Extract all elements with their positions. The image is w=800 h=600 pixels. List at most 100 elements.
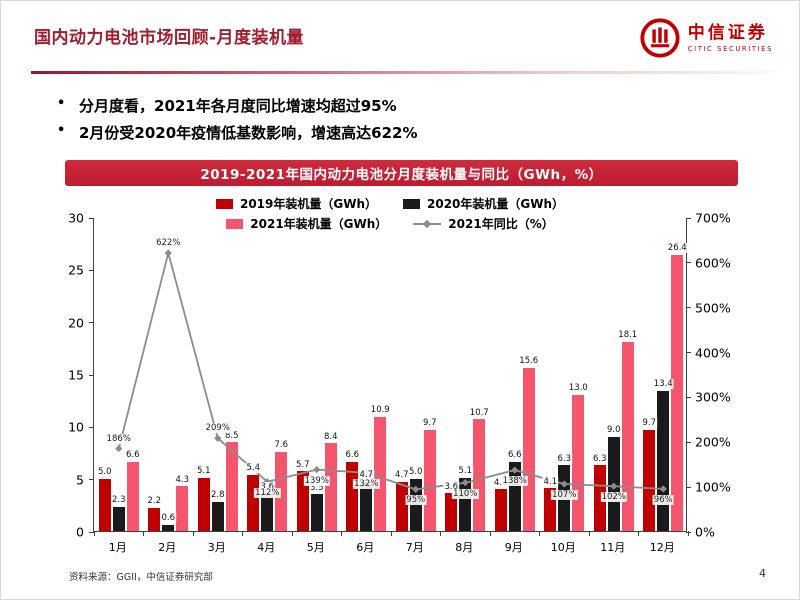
y-right-tick-700: 700% (695, 210, 731, 226)
bar-label-y2021-m6: 10.9 (369, 405, 391, 416)
y-right-tick-200: 200% (695, 434, 731, 450)
bar-label-y2021-m1: 6.6 (124, 450, 141, 461)
bar-y2021-m9 (522, 367, 535, 531)
bar-label-y2021-m2: 4.3 (174, 474, 191, 485)
bar-label-y2020-m12: 13.4 (652, 379, 674, 390)
bar-label-y2020-m4: 3.6 (259, 481, 276, 492)
bar-label-y2021-m5: 8.4 (322, 431, 339, 442)
bar-label-y2019-m6: 6.6 (344, 450, 361, 461)
y-right-tickmark (686, 396, 691, 398)
bar-y2021-m5 (324, 443, 337, 531)
legend-item-2021: 2021年装机量（GWh） (226, 215, 387, 232)
x-label-m4: 4月 (257, 541, 276, 554)
legend-label-2020: 2020年装机量（GWh） (427, 197, 565, 211)
x-tick (341, 531, 342, 536)
citic-logo-icon (640, 18, 680, 58)
legend-swatch-2021-icon (226, 218, 244, 229)
y-right-tick-400: 400% (695, 345, 731, 361)
bar-y2021-m12 (671, 254, 684, 531)
y-left-tickmark (89, 322, 94, 324)
legend-label-yoy: 2021年同比（%） (448, 217, 554, 231)
bullet-item: • 2月份受2020年疫情低基数影响，增速高达622% (57, 122, 418, 143)
bar-y2020-m5 (310, 494, 323, 531)
x-label-m3: 3月 (207, 541, 226, 554)
bar-y2019-m7 (395, 481, 408, 531)
bar-y2019-m8 (445, 493, 458, 531)
bullet-list: • 分月度看，2021年各月度同比增速均超过95% • 2月份受2020年疫情低… (57, 95, 418, 149)
y-left-tickmark (89, 374, 94, 376)
y-left-tick-20: 20 (68, 315, 84, 331)
bar-y2021-m1 (126, 461, 139, 531)
bar-label-y2019-m7: 4.7 (393, 470, 410, 481)
y-left-tickmark (89, 269, 94, 271)
x-tick (440, 531, 441, 536)
chart-legend: 2019年装机量（GWh） 2020年装机量（GWh） 2021年装机量（GWh… (93, 195, 687, 232)
x-tick (390, 531, 392, 536)
page-number: 4 (759, 567, 766, 580)
y-left-tickmark (89, 531, 94, 533)
legend-row: 2021年装机量（GWh） 2021年同比（%） (226, 215, 554, 232)
logo-text: 中信证券 CITIC SECURITIES (688, 23, 773, 52)
bar-label-y2019-m10: 4.1 (542, 476, 559, 487)
x-label-m7: 7月 (405, 541, 424, 554)
bar-label-y2020-m9: 6.6 (506, 450, 523, 461)
yoy-label-m3: 209% (204, 423, 231, 434)
bar-label-y2019-m1: 5.0 (96, 467, 113, 478)
yoy-label-m8: 110% (452, 488, 479, 499)
y-right-tick-500: 500% (695, 300, 731, 316)
bar-label-y2021-m7: 9.7 (421, 417, 438, 428)
bar-label-y2019-m8: 3.6 (443, 481, 460, 492)
x-tick (143, 531, 144, 536)
bullet-marker: • (57, 123, 66, 138)
bullet-item: • 分月度看，2021年各月度同比增速均超过95% (57, 95, 418, 116)
bar-label-y2019-m3: 5.1 (195, 466, 212, 477)
x-label-m1: 1月 (108, 541, 127, 554)
bar-y2021-m7 (423, 429, 436, 531)
bar-y2019-m1 (98, 478, 111, 531)
legend-label-2021: 2021年装机量（GWh） (250, 217, 388, 231)
bar-label-y2020-m1: 2.3 (110, 495, 127, 506)
legend-item-2020: 2020年装机量（GWh） (403, 195, 564, 212)
bar-y2020-m6 (360, 481, 373, 531)
bullet-text-1: 分月度看，2021年各月度同比增速均超过95% (79, 97, 397, 115)
legend-label-2019: 2019年装机量（GWh） (239, 197, 377, 211)
x-label-m8: 8月 (455, 541, 474, 554)
bar-label-y2021-m9: 15.6 (518, 356, 540, 367)
bar-y2020-m3 (211, 501, 224, 531)
x-label-m10: 10月 (550, 541, 576, 554)
yoy-line (115, 249, 667, 493)
bar-label-y2020-m3: 2.8 (209, 490, 226, 501)
bar-label-y2020-m8: 5.1 (457, 466, 474, 477)
bar-y2019-m12 (643, 429, 656, 531)
bar-y2021-m4 (275, 451, 288, 531)
bar-y2021-m6 (374, 416, 387, 531)
bullet-marker: • (57, 96, 66, 111)
bar-label-y2020-m10: 6.3 (556, 453, 573, 464)
bar-y2021-m2 (176, 486, 189, 531)
y-right-tick-100: 100% (695, 479, 731, 495)
bar-label-y2021-m12: 26.4 (666, 243, 688, 254)
y-left-tick-0: 0 (76, 524, 84, 540)
bar-label-y2020-m6: 4.7 (358, 470, 375, 481)
x-tick (93, 531, 95, 536)
x-tick (489, 531, 491, 536)
bar-label-y2019-m11: 6.3 (591, 453, 608, 464)
bar-label-y2019-m5: 5.7 (294, 459, 311, 470)
logo-name: 中信证券 (687, 23, 768, 44)
bar-y2020-m1 (112, 506, 125, 531)
right-axis: 0% 100% 200% 300% 400% 500% 600% 700% (688, 211, 734, 540)
legend-item-2019: 2019年装机量（GWh） (215, 195, 377, 212)
legend-swatch-2019-icon (215, 198, 233, 209)
bar-label-y2021-m11: 18.1 (617, 330, 639, 341)
x-tick (588, 531, 590, 536)
yoy-label-m9: 138% (501, 476, 528, 487)
y-left-tick-15: 15 (68, 367, 84, 383)
y-left-tickmark (89, 426, 94, 428)
logo-subtitle: CITIC SECURITIES (687, 44, 773, 53)
bar-label-y2019-m2: 2.2 (146, 496, 163, 507)
bar-y2020-m4 (261, 493, 274, 531)
x-label-m9: 9月 (504, 541, 523, 554)
bar-y2019-m11 (593, 465, 606, 531)
y-right-tick-0: 0% (695, 524, 715, 540)
x-label-m5: 5月 (306, 541, 325, 554)
